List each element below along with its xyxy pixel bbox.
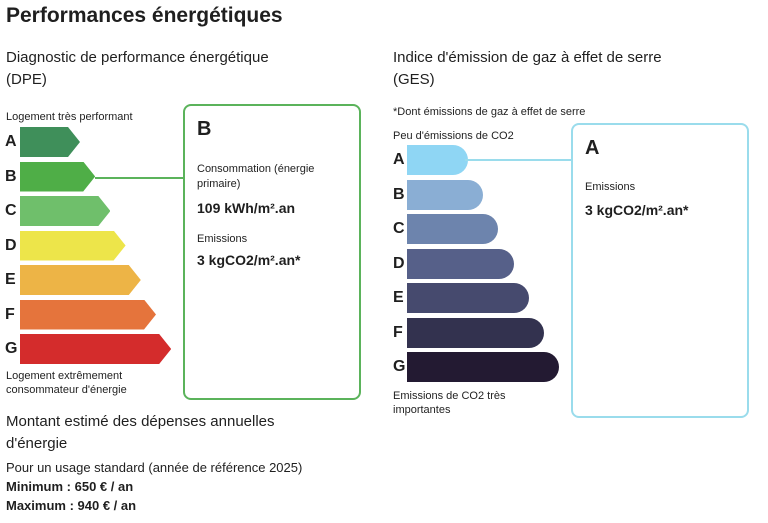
dpe-heading: Diagnostic de performance énergétique (D… bbox=[6, 47, 269, 91]
dpe-bar-c bbox=[20, 196, 110, 226]
dpe-grade-letter-g: G bbox=[5, 340, 18, 357]
dpe-bar-a bbox=[20, 127, 80, 157]
dpe-bottom-label-line2: consommateur d'énergie bbox=[6, 384, 127, 396]
ges-grade-letter-g: G bbox=[393, 358, 406, 375]
dpe-heading-line2: (DPE) bbox=[6, 71, 47, 88]
costs-usage: Pour un usage standard (année de référen… bbox=[6, 460, 303, 475]
dpe-bottom-label: Logement extrêmement consommateur d'éner… bbox=[6, 369, 127, 397]
ges-heading-line1: Indice d'émission de gaz à effet de serr… bbox=[393, 49, 662, 66]
ges-bottom-label-line2: importantes bbox=[393, 404, 451, 416]
dpe-consumption-label: Consommation (énergie primaire) bbox=[197, 163, 315, 190]
page-title: Performances énergétiques bbox=[6, 4, 283, 27]
costs-minimum: Minimum : 650 € / an bbox=[6, 479, 134, 494]
ges-grade-letter-b: B bbox=[393, 185, 405, 203]
dpe-grade-letter-f: F bbox=[5, 305, 15, 323]
dpe-card-grade: B bbox=[197, 118, 212, 140]
dpe-result-card: B Consommation (énergie primaire) 109 kW… bbox=[183, 104, 361, 400]
ges-grade-letter-a: A bbox=[393, 151, 405, 168]
dpe-grade-letter-d: D bbox=[5, 236, 17, 254]
dpe-connector-line bbox=[95, 177, 184, 179]
dpe-bottom-label-line1: Logement extrêmement bbox=[6, 370, 123, 382]
ges-heading-line2: (GES) bbox=[393, 71, 435, 88]
costs-heading: Montant estimé des dépenses annuelles d'… bbox=[6, 411, 275, 455]
ges-emissions-value: 3 kgCO2/m².an* bbox=[585, 202, 689, 218]
ges-top-label: Peu d'émissions de CO2 bbox=[393, 130, 514, 142]
dpe-top-label: Logement très performant bbox=[6, 111, 133, 123]
dpe-bar-e bbox=[20, 265, 141, 295]
ges-card-grade: A bbox=[585, 137, 600, 159]
ges-grade-letter-c: C bbox=[393, 220, 405, 237]
dpe-emissions-value: 3 kgCO2/m².an* bbox=[197, 252, 301, 268]
ges-connector-line bbox=[465, 159, 572, 161]
ges-grade-letter-d: D bbox=[393, 254, 405, 272]
ges-bar-g bbox=[407, 352, 560, 382]
ges-bar-e bbox=[407, 283, 529, 313]
dpe-bar-f bbox=[20, 300, 156, 330]
dpe-grade-letter-b: B bbox=[5, 167, 17, 185]
ges-heading: Indice d'émission de gaz à effet de serr… bbox=[393, 47, 662, 91]
dpe-consumption-value: 109 kWh/m².an bbox=[197, 200, 296, 216]
dpe-heading-line1: Diagnostic de performance énergétique bbox=[6, 49, 269, 66]
costs-heading-line1: Montant estimé des dépenses annuelles bbox=[6, 413, 275, 430]
ges-bar-a bbox=[407, 145, 468, 175]
dpe-bar-g bbox=[20, 334, 171, 364]
ges-grade-letter-f: F bbox=[393, 323, 403, 341]
ges-result-card: A Emissions 3 kgCO2/m².an* bbox=[571, 123, 749, 418]
dpe-emissions-label: Emissions bbox=[197, 233, 248, 245]
ges-bottom-label: Emissions de CO2 très importantes bbox=[393, 389, 505, 417]
dpe-grade-letter-a: A bbox=[5, 133, 17, 150]
costs-maximum: Maximum : 940 € / an bbox=[6, 498, 137, 513]
costs-heading-line2: d'énergie bbox=[6, 435, 68, 452]
dpe-bar-b bbox=[20, 162, 95, 192]
costs-details: Pour un usage standard (année de référen… bbox=[6, 458, 302, 515]
dpe-bar-d bbox=[20, 231, 126, 261]
ges-bar-b bbox=[407, 179, 484, 210]
ges-emissions-label: Emissions bbox=[585, 181, 636, 193]
dpe-grade-letter-e: E bbox=[5, 271, 16, 288]
ges-bar-d bbox=[407, 248, 514, 279]
ges-bottom-label-line1: Emissions de CO2 très bbox=[393, 390, 506, 402]
ges-grade-letter-e: E bbox=[393, 289, 404, 306]
dpe-grade-letter-c: C bbox=[5, 202, 17, 219]
ges-note: *Dont émissions de gaz à effet de serre bbox=[393, 106, 586, 118]
ges-bar-c bbox=[407, 214, 499, 244]
ges-bar-f bbox=[407, 317, 544, 348]
